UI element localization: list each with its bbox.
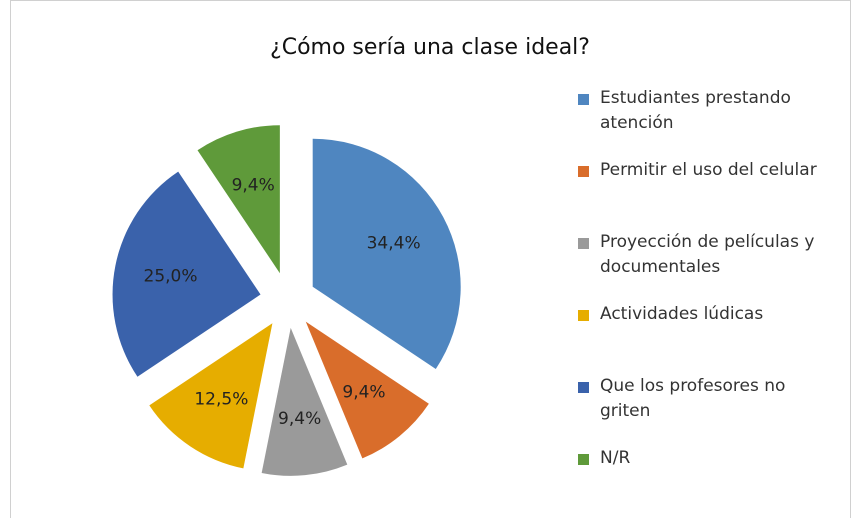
pie-slice bbox=[312, 138, 461, 369]
pie-slice bbox=[197, 125, 280, 274]
legend-label: Actividades lúdicas bbox=[600, 304, 764, 324]
data-label: 9,4% bbox=[342, 383, 385, 403]
data-label: 9,4% bbox=[278, 409, 321, 429]
legend-label: N/R bbox=[600, 448, 631, 468]
legend-label: Permitir el uso del celular bbox=[600, 160, 817, 180]
legend-item: N/R bbox=[578, 446, 840, 518]
legend-label: Que los profesores no griten bbox=[600, 376, 786, 421]
legend-item: Permitir el uso del celular bbox=[578, 158, 840, 230]
data-label: 12,5% bbox=[194, 390, 248, 410]
legend-item: Proyección de películas y documentales bbox=[578, 230, 840, 302]
legend-item: Actividades lúdicas bbox=[578, 302, 840, 374]
legend: Estudiantes prestando atención Permitir e… bbox=[578, 86, 840, 518]
legend-item: Que los profesores no griten bbox=[578, 374, 840, 446]
pie-slice bbox=[305, 321, 429, 459]
data-label: 34,4% bbox=[367, 234, 421, 254]
legend-label: Proyección de películas y documentales bbox=[600, 232, 815, 277]
legend-swatch bbox=[578, 310, 589, 321]
legend-swatch bbox=[578, 94, 589, 105]
chart-title: ¿Cómo sería una clase ideal? bbox=[270, 35, 590, 60]
pie-slice bbox=[149, 323, 273, 469]
data-label: 25,0% bbox=[144, 267, 198, 287]
legend-item: Estudiantes prestando atención bbox=[578, 86, 840, 158]
pie-slice bbox=[112, 171, 261, 377]
legend-swatch bbox=[578, 238, 589, 249]
legend-label: Estudiantes prestando atención bbox=[600, 88, 791, 133]
legend-swatch bbox=[578, 454, 589, 465]
legend-swatch bbox=[578, 166, 589, 177]
legend-swatch bbox=[578, 382, 589, 393]
data-label: 9,4% bbox=[232, 175, 275, 195]
pie-slice bbox=[261, 327, 348, 476]
